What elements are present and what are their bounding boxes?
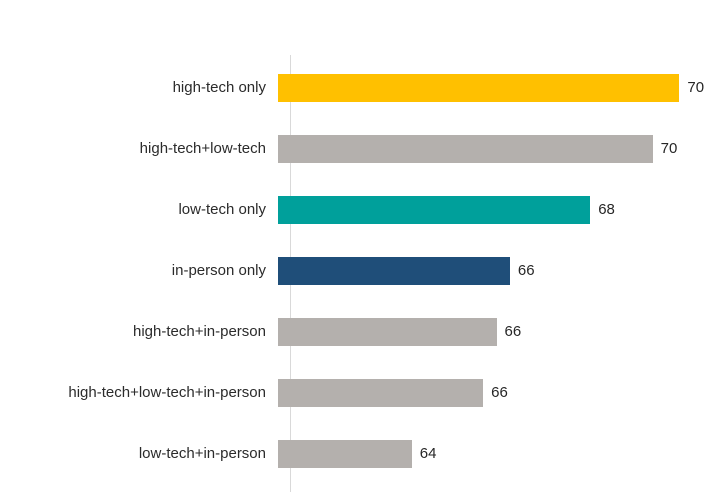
bar-area: 70 [278,57,724,118]
value-label: 66 [491,384,508,401]
bar [278,378,484,407]
bar-row: high-tech only 70 [0,57,724,118]
value-label: 66 [504,323,522,340]
bar-area: 66 [278,240,724,301]
bar [278,439,412,468]
bar-area: 66 [278,362,724,423]
bar [278,256,510,285]
category-label: high-tech only [172,79,266,96]
bar [278,317,497,346]
bar [278,134,653,163]
bar-row: high-tech+in-person 66 [0,301,724,362]
value-label: 70 [687,79,705,96]
category-label: high-tech+low-tech+in-person [68,384,266,401]
bar-row: in-person only 66 [0,240,724,301]
category-label: high-tech+low-tech [139,140,266,157]
bar-row: high-tech+low-tech 70 [0,118,724,179]
category-label: high-tech+in-person [132,323,266,340]
bar-row: high-tech+low-tech+in-person 66 [0,362,724,423]
value-label: 68 [598,201,615,218]
bar-row: low-tech only 68 [0,179,724,240]
bar-row: low-tech+in-person 64 [0,423,724,484]
bar-area: 70 [278,118,724,179]
category-label: low-tech+in-person [138,445,266,462]
bar [278,195,591,224]
category-label: in-person only [171,262,266,279]
bar-area: 66 [278,301,724,362]
bar-area: 64 [278,423,724,484]
value-label: 66 [517,262,535,279]
chart-rows: high-tech only 70 high-tech+low-tech 70 low-… [0,57,724,484]
value-label: 64 [419,445,437,462]
bar-area: 68 [278,179,724,240]
value-label: 70 [660,140,678,157]
bar [278,73,680,102]
category-label: low-tech only [178,201,266,218]
